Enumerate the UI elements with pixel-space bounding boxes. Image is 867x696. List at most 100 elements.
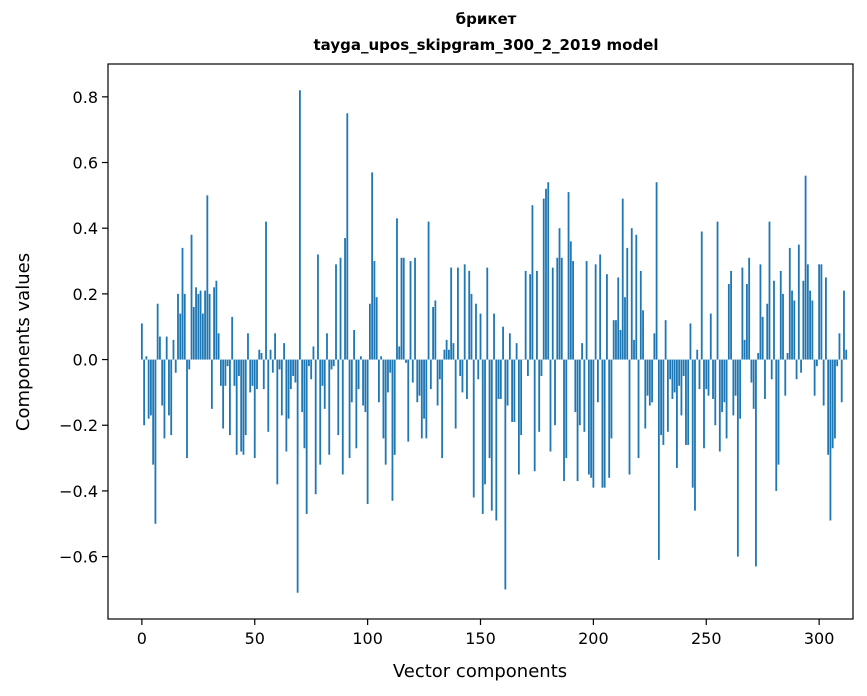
bar-312	[845, 349, 848, 360]
bar-279	[770, 359, 773, 380]
bar-46	[244, 359, 247, 436]
bar-78	[317, 254, 319, 360]
bar-209	[612, 320, 615, 360]
bar-137	[450, 267, 453, 360]
bar-206	[606, 274, 608, 360]
bar-90	[344, 238, 346, 360]
bar-128	[429, 359, 432, 390]
bar-208	[610, 359, 613, 439]
bar-198	[587, 359, 590, 475]
y-tick-label: 0.0	[73, 351, 98, 370]
bar-117	[405, 359, 407, 363]
bar-193	[576, 359, 579, 482]
bar-22	[190, 234, 193, 360]
bar-10	[163, 359, 166, 439]
bar-99	[364, 359, 367, 413]
bar-1	[143, 359, 146, 426]
bar-131	[436, 359, 439, 406]
bar-67	[292, 359, 295, 376]
bar-31	[210, 359, 213, 409]
bar-224	[646, 359, 649, 396]
bar-306	[831, 359, 834, 449]
y-tick-label: 0.6	[73, 154, 98, 173]
bar-186	[560, 257, 563, 360]
bar-14	[172, 339, 175, 360]
bar-278	[768, 221, 771, 360]
bar-252	[709, 313, 712, 360]
x-tick-label: 150	[465, 629, 496, 648]
bar-218	[633, 339, 635, 360]
bar-159	[499, 359, 502, 399]
bar-40	[231, 316, 234, 360]
bar-202	[596, 359, 599, 403]
bar-43	[238, 359, 240, 376]
bar-220	[637, 359, 640, 459]
bar-119	[409, 261, 412, 360]
bar-130	[434, 300, 437, 360]
bar-21	[188, 359, 191, 370]
bar-35	[219, 359, 222, 386]
bar-59	[274, 333, 276, 360]
bar-234	[669, 359, 672, 380]
bar-268	[745, 284, 748, 360]
bar-172	[529, 274, 532, 360]
bar-187	[563, 359, 565, 482]
bar-311	[843, 290, 845, 360]
x-tick-label: 100	[352, 629, 383, 648]
bar-267	[743, 339, 746, 360]
bar-174	[533, 359, 536, 472]
bar-101	[368, 303, 371, 360]
bar-79	[319, 359, 322, 465]
bar-256	[718, 359, 721, 452]
bar-58	[271, 359, 274, 373]
bar-45	[242, 359, 245, 455]
bar-27	[201, 313, 204, 360]
bar-71	[301, 359, 304, 413]
bar-142	[461, 359, 464, 393]
bar-53	[260, 352, 263, 360]
bar-147	[472, 359, 475, 498]
bar-227	[653, 333, 656, 360]
bar-154	[488, 359, 491, 459]
bar-200	[592, 359, 595, 488]
bar-110	[389, 359, 392, 373]
bar-226	[651, 359, 653, 403]
bar-233	[666, 359, 669, 432]
bar-244	[691, 359, 694, 488]
bar-34	[217, 333, 220, 360]
bar-104	[375, 297, 378, 360]
bar-304	[827, 359, 830, 455]
bar-299	[815, 359, 818, 367]
bar-12	[168, 359, 170, 416]
bar-42	[235, 359, 238, 455]
bar-264	[736, 359, 739, 557]
bar-196	[583, 359, 586, 432]
bar-288	[791, 290, 793, 360]
bar-139	[454, 359, 457, 429]
bar-37	[224, 359, 227, 386]
bar-83	[328, 359, 331, 455]
bar-168	[520, 359, 523, 436]
bar-166	[515, 343, 518, 360]
bar-146	[470, 293, 473, 360]
bar-16	[177, 293, 179, 360]
bar-280	[773, 280, 775, 360]
bar-18	[181, 247, 184, 360]
bar-141	[459, 359, 462, 376]
bar-50	[253, 359, 256, 459]
bar-152	[484, 359, 486, 485]
bar-302	[822, 359, 825, 406]
bar-44	[240, 359, 243, 452]
bar-39	[229, 359, 231, 436]
bar-241	[685, 359, 687, 445]
bar-195	[581, 343, 583, 360]
bar-257	[721, 359, 723, 413]
bar-283	[779, 270, 782, 360]
bar-282	[777, 359, 780, 465]
bar-20	[186, 359, 188, 459]
bar-289	[793, 300, 796, 360]
bar-205	[603, 359, 606, 488]
bar-112	[393, 359, 396, 455]
bar-310	[840, 359, 843, 403]
